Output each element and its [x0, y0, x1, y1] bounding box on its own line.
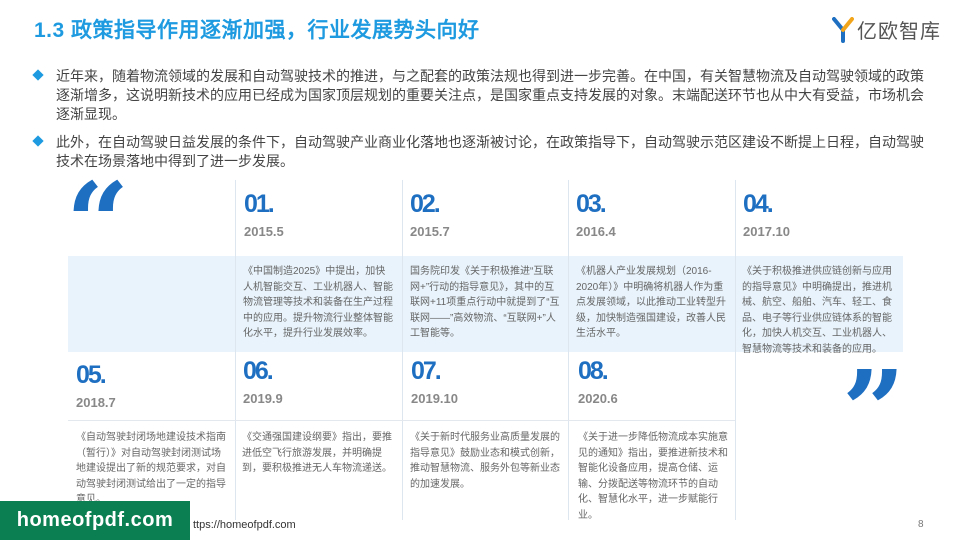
divider	[568, 352, 569, 520]
divider	[735, 352, 736, 520]
timeline-band	[68, 256, 903, 352]
item-description: 《关于新时代服务业高质量发展的指导意见》鼓励业态和模式创新，推动智慧物流、服务外…	[410, 432, 560, 490]
item-date: 2015.7	[410, 224, 450, 239]
item-description: 《关于进一步降低物流成本实施意见的通知》指出，要推进新技术和智能化设备应用，提高…	[578, 432, 728, 521]
logo-text: 亿欧智库	[857, 21, 941, 43]
bullet-diamond-icon	[32, 135, 44, 147]
bullet-diamond-icon	[32, 69, 44, 81]
bullet-paragraph-1: 近年来，随着物流领域的发展和自动驾驶技术的推进，与之配套的政策法规也得到进一步完…	[32, 67, 924, 124]
item-description: 《自动驾驶封闭场地建设技术指南（暂行）》对自动驾驶封闭测试场地建设提出了新的规范…	[76, 432, 226, 505]
divider	[402, 180, 403, 356]
bullet-paragraph-2: 此外，在自动驾驶日益发展的条件下，自动驾驶产业商业化落地也逐渐被讨论，在政策指导…	[32, 133, 924, 171]
logo-y-icon	[832, 16, 854, 43]
close-quote-icon: ”	[842, 346, 906, 475]
timeline-item-06: 06. 2019.9	[243, 357, 391, 406]
company-logo: 亿欧智库	[832, 15, 941, 44]
timeline-item-02: 02. 2015.7	[410, 190, 558, 239]
item-description: 国务院印发《关于积极推进“互联网+”行动的指导意见》，其中的互联网+11项重点行…	[410, 266, 560, 339]
item-number: 08.	[578, 357, 609, 385]
item-number: 03.	[576, 190, 607, 218]
item-date: 2017.10	[743, 224, 790, 239]
item-number: 04.	[743, 190, 774, 218]
item-date: 2019.9	[243, 391, 283, 406]
timeline-item-07: 07. 2019.10	[411, 357, 559, 406]
divider	[568, 180, 569, 356]
item-description: 《中国制造2025》中提出，加快人机智能交互、工业机器人、智能物流管理等技术和装…	[243, 266, 393, 339]
page-title: 1.3 政策指导作用逐渐加强，行业发展势头向好	[34, 19, 480, 42]
watermark-banner: homeofpdf.com	[0, 501, 190, 540]
item-description: 《机器人产业发展规划（2016-2020年）》中明确将机器人作为重点发展领域，以…	[576, 266, 726, 339]
item-description: 《交通强国建设纲要》指出，要推进低空飞行旅游发展，并明确提到，要积极推进无人车物…	[242, 432, 392, 474]
item-date: 2018.7	[76, 395, 116, 410]
timeline-item-05: 05. 2018.7	[76, 361, 224, 410]
item-date: 2020.6	[578, 391, 618, 406]
divider	[402, 352, 403, 520]
bullet-text: 此外，在自动驾驶日益发展的条件下，自动驾驶产业商业化落地也逐渐被讨论，在政策指导…	[56, 134, 924, 169]
source-url-link[interactable]: ttps://homeofpdf.com	[193, 519, 296, 531]
timeline-item-01: 01. 2015.5	[244, 190, 392, 239]
divider	[235, 352, 236, 520]
divider	[235, 180, 236, 356]
row-separator	[68, 420, 735, 421]
item-number: 02.	[410, 190, 441, 218]
item-number: 05.	[76, 361, 107, 389]
item-description: 《关于积极推进供应链创新与应用的指导意见》中明确提出，推进机械、航空、船舶、汽车…	[742, 266, 892, 355]
page-number: 8	[918, 519, 924, 530]
item-number: 06.	[243, 357, 274, 385]
item-date: 2019.10	[411, 391, 458, 406]
divider	[735, 180, 736, 356]
timeline-item-04: 04. 2017.10	[743, 190, 891, 239]
bullet-text: 近年来，随着物流领域的发展和自动驾驶技术的推进，与之配套的政策法规也得到进一步完…	[56, 68, 924, 122]
timeline-item-08: 08. 2020.6	[578, 357, 726, 406]
item-date: 2015.5	[244, 224, 284, 239]
item-number: 07.	[411, 357, 442, 385]
item-number: 01.	[244, 190, 275, 218]
timeline-item-03: 03. 2016.4	[576, 190, 724, 239]
item-date: 2016.4	[576, 224, 616, 239]
